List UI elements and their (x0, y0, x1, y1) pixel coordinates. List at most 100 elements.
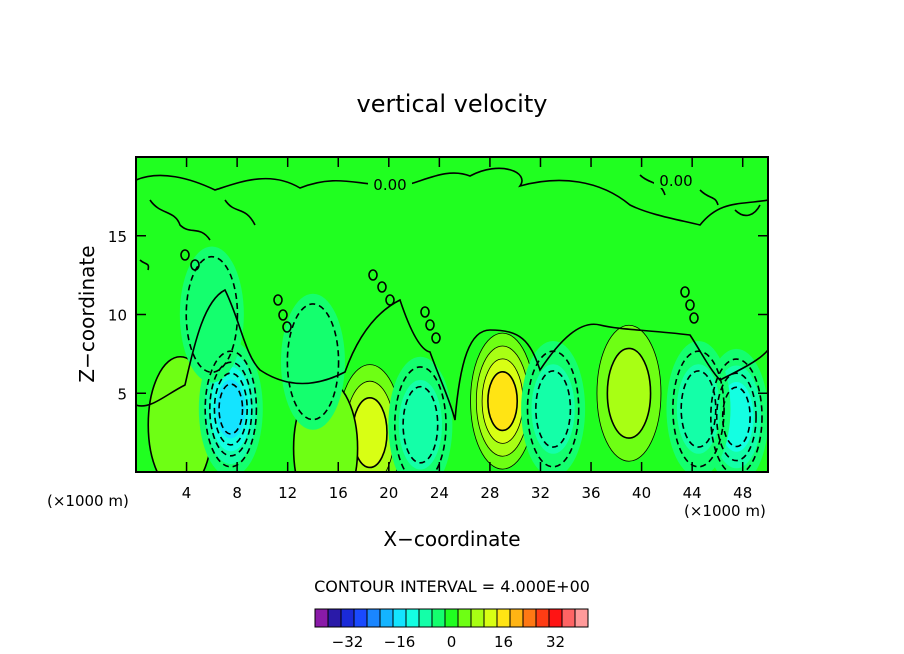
colorbar-tick-label-4: 32 (546, 633, 565, 651)
contour-lines (136, 167, 768, 421)
contour-loop-10 (431, 332, 441, 344)
negative-contours (185, 255, 763, 472)
plot-area (136, 157, 768, 472)
contour-label-loops (180, 249, 699, 344)
contour-loop-0 (180, 249, 190, 261)
colorbar-tick-label-1: −16 (384, 633, 416, 651)
contour-loop-5 (368, 269, 378, 281)
x-tick-label-3: 16 (329, 484, 348, 502)
y-unit-label: (×1000 m) (684, 502, 766, 520)
colorbar-swatch-3 (353, 608, 368, 628)
colorbar-swatch-19 (561, 608, 576, 628)
contour-fill-9-2 (676, 364, 721, 454)
contour-label-1: 0.00 (659, 172, 692, 190)
contour-loop-7 (385, 294, 395, 306)
colorbar-swatch-10 (444, 608, 459, 628)
colorbar-tick-label-2: 0 (447, 633, 457, 651)
x-tick-label-10: 44 (683, 484, 702, 502)
colorbar-swatch-9 (431, 608, 446, 628)
contour-fill-7-2 (398, 379, 442, 470)
colorbar-swatch-1 (327, 608, 342, 628)
y-tick-label-0: 5 (117, 385, 127, 403)
colorbar-swatch-20 (574, 608, 589, 628)
chart-title: vertical velocity (357, 90, 548, 118)
zero-contour-lower (136, 288, 768, 421)
dashed-contour-7-1 (394, 366, 447, 472)
dashed-contour-5-4 (218, 383, 244, 435)
colorbar-swatch-16 (522, 608, 537, 628)
colorbar-swatch-8 (418, 608, 433, 628)
contour-label-0: 0.00 (373, 176, 406, 194)
dashed-contour-6-1 (710, 358, 763, 472)
contour-fill-5-4 (216, 379, 246, 439)
colorbar-swatch-13 (483, 608, 498, 628)
x-tick-label-9: 40 (632, 484, 651, 502)
dashed-contour-6-3 (721, 386, 751, 448)
dashed-contour-5-1 (204, 350, 258, 468)
contour-labels: 0.00 0.00 (368, 172, 698, 194)
dashed-contour-5-2 (209, 361, 253, 457)
colorbar-swatch-5 (379, 608, 394, 628)
y-axis-label: Z−coordinate (75, 245, 99, 382)
colorbar-swatch-15 (509, 608, 524, 628)
x-axis-label: X−coordinate (383, 527, 520, 551)
x-tick-label-11: 48 (733, 484, 752, 502)
contour-fill-1-2 (606, 347, 652, 439)
colorbar-swatch-11 (457, 608, 472, 628)
contour-loop-11 (680, 286, 690, 298)
x-tick-label-1: 8 (232, 484, 242, 502)
colorbar-swatch-17 (535, 608, 550, 628)
contour-fills (147, 246, 768, 472)
contour-loop-2 (273, 294, 283, 306)
colorbar-swatch-0 (314, 608, 329, 628)
x-tick-label-7: 32 (531, 484, 550, 502)
colorbar (314, 608, 589, 628)
x-tick-label-5: 24 (430, 484, 449, 502)
x-tick-label-8: 36 (581, 484, 600, 502)
contour-loop-6 (377, 281, 387, 293)
contour-fill-11-1 (179, 246, 244, 383)
dashed-contour-9-2 (680, 370, 717, 448)
colorbar-labels: −32 −16 0 16 32 (332, 633, 565, 651)
dashed-contour-7-2 (402, 385, 439, 464)
zero-contour-upper (136, 167, 768, 226)
y-tick-label-2: 15 (108, 228, 127, 246)
colorbar-tick-label-3: 16 (494, 633, 513, 651)
contour-loop-9 (425, 319, 435, 331)
contour-loop-4 (282, 321, 292, 333)
colorbar-swatch-2 (340, 608, 355, 628)
contour-loop-3 (278, 309, 288, 321)
contour-loop-12 (685, 299, 695, 311)
contour-loop-13 (689, 312, 699, 324)
contour-interval-text: CONTOUR INTERVAL = 4.000E+00 (314, 577, 590, 596)
contour-fill-10-1 (280, 293, 345, 430)
dashed-contour-11-1 (185, 255, 239, 374)
x-tick-label-4: 20 (379, 484, 398, 502)
contour-fill-0-4 (487, 370, 519, 432)
zero-contour-noise-left (139, 199, 256, 271)
colorbar-tick-label-0: −32 (332, 633, 364, 651)
colorbar-swatch-12 (470, 608, 485, 628)
colorbar-swatch-4 (366, 608, 381, 628)
y-tick-label-1: 10 (108, 307, 127, 325)
x-tick-label-6: 28 (480, 484, 499, 502)
contour-loop-1 (190, 259, 200, 271)
x-axis-ticks: 4 8 12 16 20 24 28 32 36 40 44 48 (182, 157, 752, 502)
colorbar-swatch-7 (405, 608, 420, 628)
x-tick-label-0: 4 (182, 484, 192, 502)
contour-loop-8 (420, 306, 430, 318)
dashed-contour-9-1 (672, 350, 725, 468)
colorbar-swatch-14 (496, 608, 511, 628)
colorbar-swatch-18 (548, 608, 563, 628)
x-unit-label: (×1000 m) (47, 492, 129, 510)
dashed-contour-6-2 (715, 372, 757, 462)
dashed-contour-8-2 (535, 370, 572, 448)
dashed-contour-10-1 (286, 303, 340, 421)
y-axis-ticks: 5 10 15 (108, 228, 768, 403)
dashed-contour-5-3 (213, 372, 248, 446)
x-tick-label-2: 12 (278, 484, 297, 502)
contour-fill-8-2 (531, 364, 575, 454)
colorbar-swatch-6 (392, 608, 407, 628)
dashed-contour-8-1 (526, 350, 580, 468)
